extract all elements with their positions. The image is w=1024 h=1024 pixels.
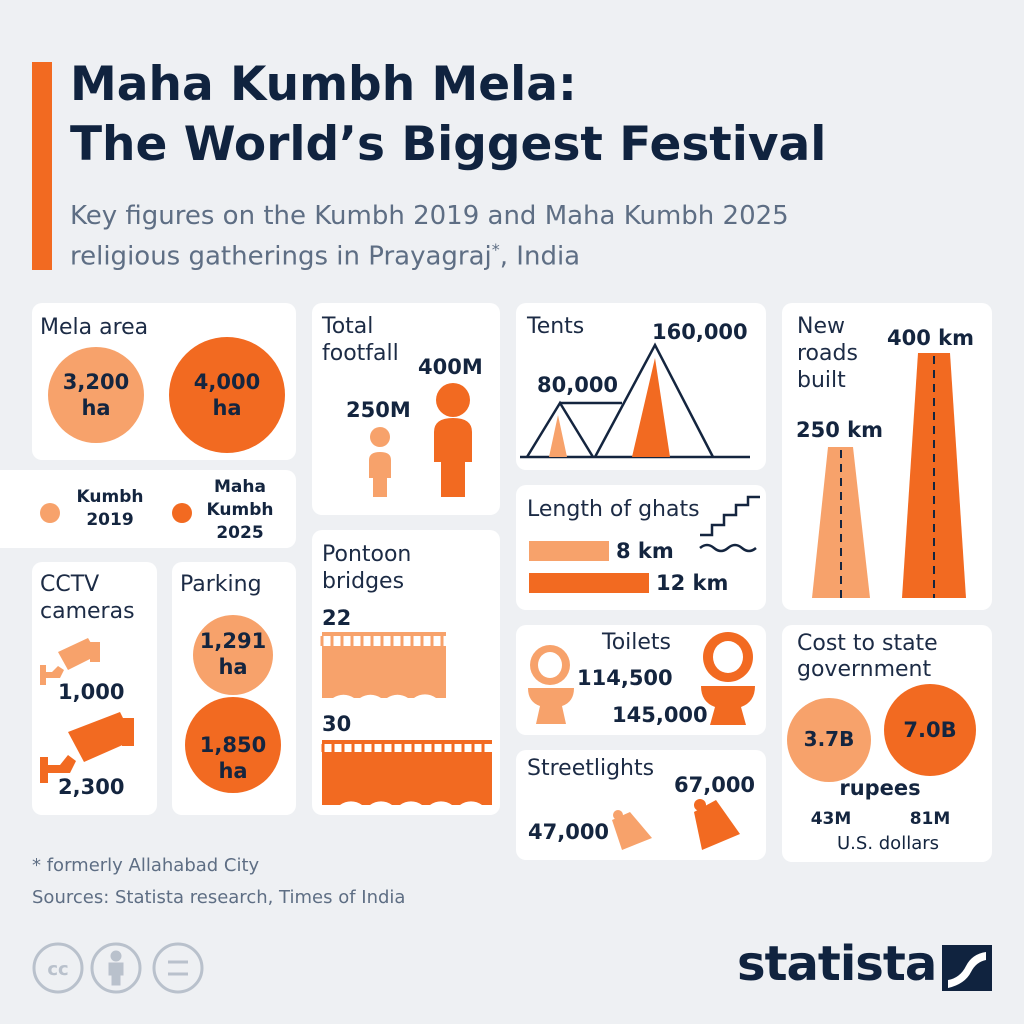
brand-logo — [942, 945, 992, 991]
panel-title: Cost to state — [797, 631, 938, 656]
license-icons — [32, 942, 204, 994]
bridge-small — [320, 632, 446, 698]
unit-label: rupees — [839, 776, 921, 800]
tent-large — [593, 342, 715, 458]
lamp-large — [694, 799, 740, 850]
panel-title: Pontoon — [322, 542, 412, 567]
panel-title: cameras — [40, 599, 135, 624]
value: 1,291 — [199, 629, 267, 653]
cc-icon-text: cc — [47, 959, 68, 980]
subtitle-text: , India — [499, 241, 581, 272]
legend-label: Kumbh — [76, 487, 144, 507]
person-small — [369, 427, 391, 497]
legend-label: 2019 — [86, 510, 134, 530]
panel-title: Parking — [180, 572, 262, 597]
panel-title: New — [797, 314, 845, 339]
panel-title: Toilets — [602, 630, 672, 655]
value: 4,000 — [193, 370, 261, 394]
value: 8 km — [616, 539, 674, 563]
panel-title: Mela area — [40, 315, 149, 340]
value: 43M — [810, 809, 852, 829]
unit-label: U.S. dollars — [836, 833, 940, 854]
value: 400 km — [887, 326, 974, 350]
panel-title: Tents — [527, 314, 585, 339]
legend-dot-2019 — [40, 503, 60, 523]
value: 145,000 — [612, 703, 708, 727]
person-large — [434, 383, 472, 497]
footnote: * formerly Allahabad City — [32, 855, 260, 876]
panel-title: built — [797, 368, 846, 393]
parking-2025-circle — [185, 697, 281, 793]
mela-2019-circle — [48, 347, 144, 443]
tent-large-fill — [632, 358, 670, 457]
value-unit: ha — [218, 655, 248, 679]
toilet-large — [701, 632, 755, 725]
parking-2019-circle — [193, 615, 273, 695]
panel-title: footfall — [322, 341, 399, 366]
bridge-large — [321, 740, 492, 805]
camera-small — [40, 638, 100, 685]
value: 7.0B — [903, 718, 957, 742]
value: 30 — [322, 712, 352, 736]
title: The World’s Biggest Festival — [70, 117, 827, 172]
cost-2025-circle — [884, 684, 976, 776]
value-unit: ha — [212, 396, 242, 420]
panel-title: bridges — [322, 569, 405, 594]
brand: statista — [737, 936, 937, 992]
value-unit: ha — [81, 396, 111, 420]
value: 250M — [346, 398, 411, 422]
accent-bar — [32, 62, 52, 270]
value: 400M — [418, 355, 483, 379]
value-unit: ha — [218, 759, 248, 783]
tent-small-fill — [549, 415, 567, 457]
lamp-small — [612, 810, 652, 850]
panel-title: government — [797, 657, 932, 682]
title: Maha Kumbh Mela: — [70, 57, 577, 112]
sources: Sources: Statista research, Times of Ind… — [32, 887, 406, 908]
legend-label: Maha — [214, 477, 266, 497]
panel-title: Length of ghats — [527, 497, 700, 522]
value: 12 km — [656, 571, 729, 595]
camera-large — [40, 712, 134, 783]
value: 3,200 — [62, 370, 130, 394]
panel-title: roads — [797, 341, 858, 366]
value: 67,000 — [674, 773, 756, 797]
subtitle: Key figures on the Kumbh 2019 and Maha K… — [70, 201, 789, 231]
panel-title: Streetlights — [527, 756, 655, 781]
panel-title: CCTV — [40, 572, 100, 597]
value: 160,000 — [652, 320, 748, 344]
value: 81M — [909, 809, 951, 829]
subtitle: religious gatherings in Prayagraj*, Indi… — [70, 240, 581, 273]
value: 1,000 — [58, 680, 125, 704]
value: 114,500 — [577, 666, 673, 690]
subtitle-mark: * — [491, 240, 500, 259]
panel-footfall — [312, 303, 500, 515]
ghat-bar-2025 — [529, 573, 649, 593]
value: 250 km — [796, 418, 883, 442]
legend-label: Kumbh — [206, 500, 274, 520]
legend-label: 2025 — [216, 523, 264, 543]
cost-2019-circle — [787, 698, 871, 782]
mela-2025-circle — [169, 337, 285, 453]
value: 80,000 — [537, 373, 619, 397]
subtitle-text: religious gatherings in Prayagraj — [70, 241, 492, 272]
value: 2,300 — [58, 775, 125, 799]
legend-dot-2025 — [172, 503, 192, 523]
value: 22 — [322, 606, 352, 630]
steps-icon — [699, 495, 760, 553]
panel-title: Total — [322, 314, 374, 339]
toilet-small — [528, 645, 574, 724]
value: 1,850 — [199, 733, 267, 757]
value: 3.7B — [803, 727, 855, 751]
ghat-bar-2019 — [529, 541, 609, 561]
value: 47,000 — [528, 820, 610, 844]
